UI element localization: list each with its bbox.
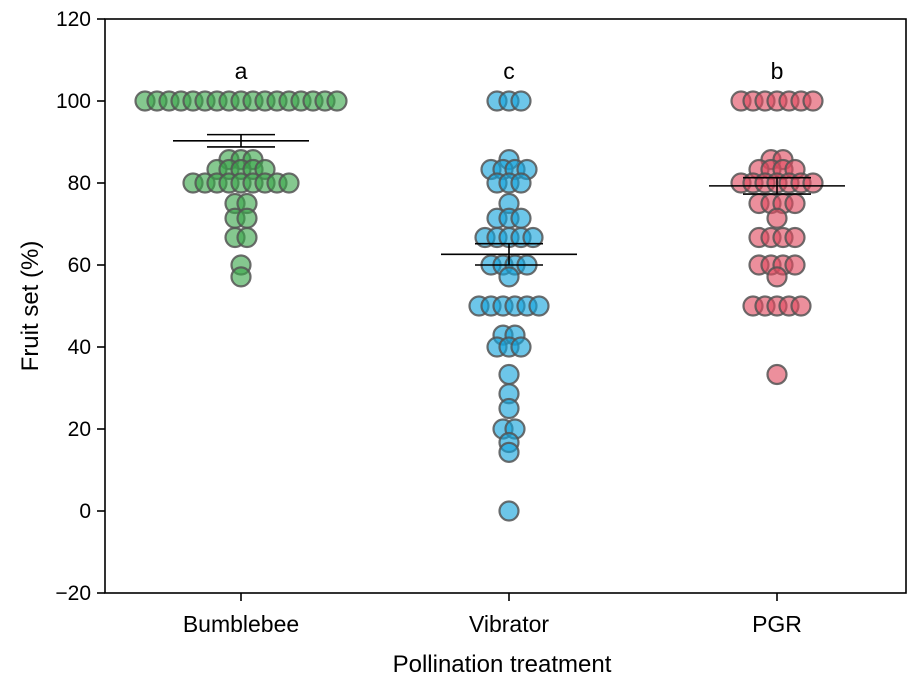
data-point [766,363,788,386]
data-point [278,172,300,194]
data-point [230,266,252,288]
y-tick-label: 20 [68,418,91,441]
data-point [766,266,788,288]
x-axis-title: Pollination treatment [393,651,612,677]
significance-letter: b [771,58,784,84]
y-tick-label: 120 [56,8,91,31]
data-point [802,172,824,194]
y-tick-label: 0 [79,500,91,523]
data-point [498,397,520,420]
y-tick-label: 40 [68,336,91,359]
x-tick-label: Bumblebee [183,611,299,637]
y-axis: −20 0 20 40 60 80 100 120 [55,8,105,605]
data-point [802,90,824,112]
data-point [766,207,788,229]
data-point [528,295,550,317]
data-point [498,363,520,386]
y-tick-label: −20 [55,582,91,605]
data-point [236,226,258,249]
x-axis: Bumblebee Vibrator PGR [183,593,802,637]
data-point [236,207,258,229]
significance-letter: c [503,58,515,84]
plot-frame [104,18,907,594]
y-tick-label: 80 [68,172,91,195]
data-point [510,336,532,358]
data-point [784,226,806,249]
data-point [522,226,544,249]
data-point [498,441,520,463]
mean-se-bars [173,133,845,266]
data-point [498,266,520,288]
data-point [790,295,812,317]
significance-letter: a [235,58,248,84]
data-point [510,90,532,112]
y-tick-label: 100 [56,90,91,113]
x-tick-label: PGR [752,611,802,637]
data-point [510,172,532,194]
data-point [326,90,348,112]
data-point [784,254,806,276]
y-axis-title: Fruit set (%) [17,241,44,372]
data-point [784,192,806,215]
y-tick-label: 60 [68,254,91,277]
data-point [498,500,520,522]
data-point [510,207,532,229]
x-tick-label: Vibrator [469,611,549,637]
